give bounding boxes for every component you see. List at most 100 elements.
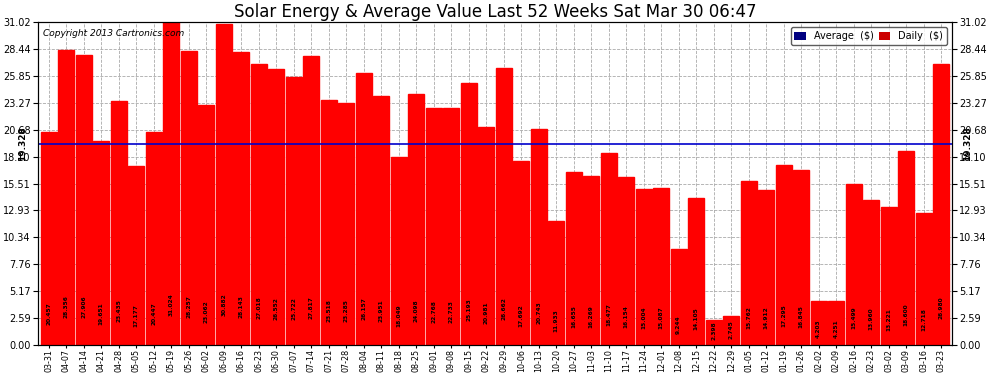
Text: 17.295: 17.295	[781, 304, 786, 327]
Bar	[250, 64, 267, 345]
Text: 19.328: 19.328	[962, 126, 971, 161]
Text: 14.105: 14.105	[694, 307, 699, 330]
Title: Solar Energy & Average Value Last 52 Weeks Sat Mar 30 06:47: Solar Energy & Average Value Last 52 Wee…	[234, 3, 756, 21]
Bar	[758, 190, 774, 345]
Text: 30.882: 30.882	[222, 293, 227, 316]
Text: 19.651: 19.651	[99, 303, 104, 326]
Text: 27.018: 27.018	[256, 297, 261, 319]
Bar	[181, 51, 197, 345]
Text: 13.221: 13.221	[886, 308, 891, 331]
Bar	[373, 96, 389, 345]
Text: 16.655: 16.655	[571, 305, 576, 328]
Text: 2.398: 2.398	[711, 321, 716, 340]
Bar	[444, 108, 459, 345]
Bar	[478, 127, 494, 345]
Bar	[565, 172, 582, 345]
Bar	[93, 141, 109, 345]
Bar	[881, 207, 897, 345]
Bar	[58, 50, 74, 345]
Bar	[303, 56, 320, 345]
Bar	[548, 221, 564, 345]
Bar	[706, 320, 722, 345]
Text: 26.157: 26.157	[361, 297, 366, 320]
Legend: Average  ($), Daily  ($): Average ($), Daily ($)	[791, 27, 946, 45]
Text: 18.477: 18.477	[606, 303, 611, 326]
Text: 11.933: 11.933	[553, 309, 558, 332]
Bar	[531, 129, 546, 345]
Bar	[653, 188, 669, 345]
Bar	[234, 52, 249, 345]
Text: 17.177: 17.177	[134, 304, 139, 327]
Text: 2.745: 2.745	[729, 321, 734, 339]
Text: 25.193: 25.193	[466, 298, 471, 321]
Text: 20.743: 20.743	[537, 302, 542, 324]
Text: 16.845: 16.845	[799, 305, 804, 328]
Text: 22.733: 22.733	[448, 300, 453, 323]
Bar	[916, 213, 932, 345]
Bar	[513, 161, 530, 345]
Bar	[898, 152, 914, 345]
Text: 22.768: 22.768	[432, 300, 437, 323]
Text: 18.049: 18.049	[396, 304, 401, 327]
Text: 23.518: 23.518	[327, 299, 332, 322]
Bar	[76, 55, 92, 345]
Bar	[198, 105, 214, 345]
Text: 20.457: 20.457	[47, 302, 51, 325]
Bar	[793, 170, 809, 345]
Bar	[670, 249, 687, 345]
Text: 4.251: 4.251	[834, 320, 839, 338]
Text: 15.004: 15.004	[642, 307, 646, 329]
Bar	[146, 132, 161, 345]
Bar	[339, 103, 354, 345]
Text: 15.499: 15.499	[851, 306, 856, 329]
Text: Copyright 2013 Cartronics.com: Copyright 2013 Cartronics.com	[43, 29, 184, 38]
Text: 26.980: 26.980	[939, 297, 943, 319]
Text: 15.762: 15.762	[746, 306, 751, 328]
Text: 4.203: 4.203	[816, 320, 822, 338]
Bar	[583, 176, 599, 345]
Bar	[618, 177, 635, 345]
Bar	[496, 68, 512, 345]
Text: 19.328: 19.328	[19, 126, 28, 161]
Text: 23.951: 23.951	[379, 299, 384, 322]
Text: 23.435: 23.435	[116, 299, 122, 322]
Bar	[636, 189, 651, 345]
Bar	[811, 301, 827, 345]
Text: 15.087: 15.087	[658, 306, 663, 329]
Text: 26.662: 26.662	[501, 297, 506, 320]
Bar	[129, 166, 145, 345]
Text: 13.960: 13.960	[868, 308, 874, 330]
Bar	[268, 69, 284, 345]
Text: 17.692: 17.692	[519, 304, 524, 327]
Text: 31.024: 31.024	[168, 293, 174, 316]
Bar	[391, 157, 407, 345]
Bar	[863, 200, 879, 345]
Text: 16.154: 16.154	[624, 305, 629, 328]
Bar	[776, 165, 792, 345]
Text: 27.817: 27.817	[309, 296, 314, 318]
Bar	[934, 64, 949, 345]
Text: 27.906: 27.906	[81, 296, 86, 318]
Text: 24.098: 24.098	[414, 299, 419, 322]
Text: 28.356: 28.356	[63, 295, 68, 318]
Text: 12.718: 12.718	[922, 308, 927, 331]
Bar	[688, 198, 704, 345]
Text: 9.244: 9.244	[676, 315, 681, 334]
Text: 26.552: 26.552	[274, 297, 279, 320]
Text: 23.285: 23.285	[344, 300, 348, 322]
Bar	[41, 132, 56, 345]
Text: 28.257: 28.257	[186, 295, 191, 318]
Bar	[286, 77, 302, 345]
Text: 14.912: 14.912	[763, 306, 768, 329]
Bar	[845, 184, 861, 345]
Text: 20.447: 20.447	[151, 302, 156, 325]
Text: 23.062: 23.062	[204, 300, 209, 322]
Bar	[723, 316, 740, 345]
Bar	[355, 73, 372, 345]
Bar	[741, 181, 756, 345]
Text: 16.269: 16.269	[589, 305, 594, 328]
Bar	[216, 24, 232, 345]
Bar	[426, 108, 442, 345]
Text: 25.722: 25.722	[291, 297, 296, 320]
Text: 28.143: 28.143	[239, 296, 244, 318]
